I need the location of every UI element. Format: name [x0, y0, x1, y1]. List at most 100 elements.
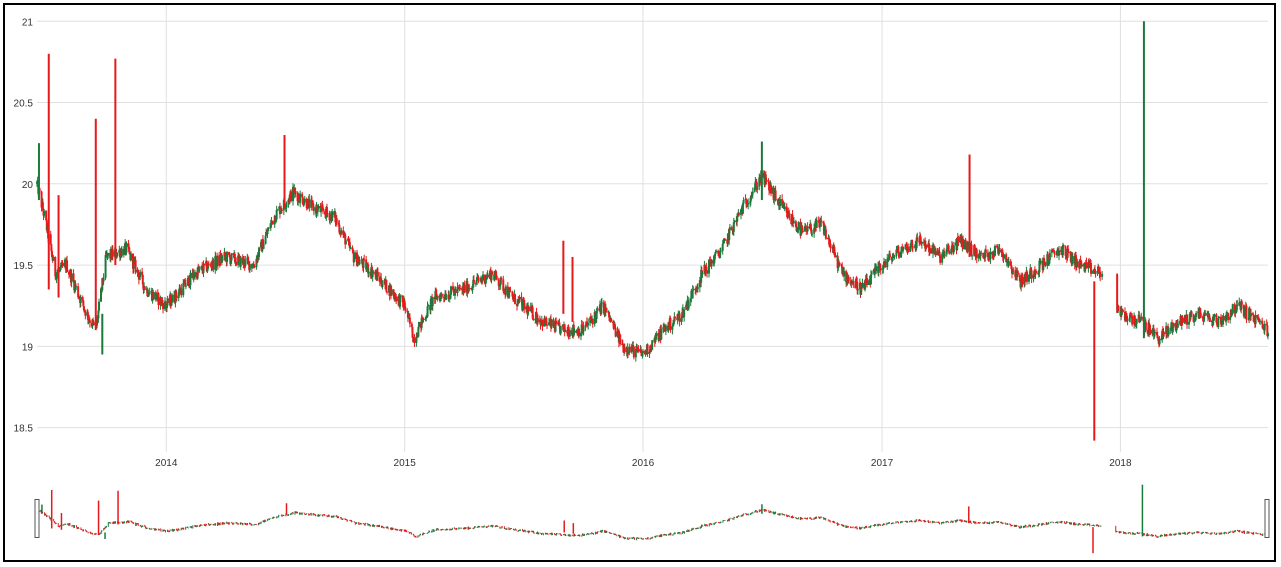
candle-body [1144, 321, 1147, 330]
candle-body [1257, 317, 1260, 320]
candle-body [864, 283, 867, 290]
candle-body [356, 261, 359, 267]
candle-body [1169, 328, 1172, 331]
candle-body [1238, 302, 1241, 305]
candle-body [101, 278, 104, 291]
candle-body [749, 196, 752, 202]
candle-body [483, 274, 486, 284]
candle-body [1243, 316, 1246, 318]
candle-body [595, 310, 598, 320]
candle-body [991, 251, 994, 255]
candle-body [92, 322, 95, 325]
candle-body [1235, 304, 1238, 312]
candle-body [672, 321, 675, 324]
candle-body [355, 252, 358, 267]
candle-body [442, 296, 445, 298]
candle-body [915, 237, 918, 248]
candle-body [897, 246, 900, 253]
candle-body [681, 312, 684, 319]
candle-body [380, 277, 383, 284]
candle-body [933, 249, 936, 253]
candle-body [939, 255, 942, 263]
candle-body [247, 260, 250, 262]
candle-body [979, 253, 982, 257]
candle-body [82, 300, 85, 307]
y-tick-label: 19.5 [14, 261, 34, 272]
candle-body [523, 299, 526, 310]
candle-body [1148, 322, 1151, 334]
candle-body [1126, 319, 1129, 321]
candle-body [1158, 338, 1161, 345]
candle-body [1225, 312, 1228, 317]
candle-body [1133, 315, 1136, 323]
candle-body [1153, 333, 1156, 336]
navigator[interactable] [34, 484, 1270, 554]
candle-body [1066, 248, 1069, 259]
candle-body [290, 191, 293, 202]
candle-body [362, 259, 365, 268]
candle-body [488, 273, 491, 278]
candle-body [520, 296, 523, 303]
candle-body [1227, 313, 1230, 321]
candle-body [741, 203, 744, 214]
candle-body [111, 249, 114, 257]
candle-body [723, 238, 726, 240]
candle-body [499, 277, 502, 285]
candle-body [1010, 265, 1013, 269]
candle-body [962, 238, 965, 250]
navigator-right-handle[interactable] [1264, 499, 1270, 538]
candle-body [1256, 315, 1259, 318]
candle-body [280, 210, 283, 212]
candle-body [1097, 266, 1100, 274]
candle-body [182, 283, 185, 285]
candle-body [649, 345, 652, 349]
navigator-left-handle[interactable] [34, 499, 40, 538]
candle-body [616, 331, 619, 337]
candle-body [554, 320, 557, 332]
candle-body [445, 298, 448, 300]
candle-body [973, 245, 976, 250]
spike-candle [57, 195, 60, 298]
candle-body [558, 322, 561, 327]
candle-body [404, 306, 407, 311]
candle-body [1138, 314, 1141, 322]
candle-body [1044, 262, 1047, 266]
candle-body [408, 314, 411, 318]
candle-body [630, 350, 633, 352]
candle-body [72, 273, 75, 282]
candle-body [632, 346, 635, 358]
candle-body [600, 302, 603, 315]
candle-body [1053, 251, 1056, 254]
candle-body [81, 297, 84, 301]
candle-body [736, 214, 739, 217]
candle-body [256, 254, 259, 262]
candle-body [439, 294, 442, 302]
candle-body [1216, 322, 1219, 326]
candle-body [970, 244, 973, 256]
spike-candle [94, 118, 97, 331]
candle-body [750, 196, 753, 198]
candle-body [1171, 322, 1174, 331]
candle-body [563, 324, 566, 332]
candle-body [792, 222, 795, 224]
candle-body [348, 242, 351, 249]
candle-body [125, 243, 128, 253]
candle-body [293, 188, 296, 195]
candle-body [800, 226, 803, 236]
candle-body [673, 316, 676, 322]
candle-body [1231, 304, 1234, 314]
candle-body [637, 348, 640, 352]
candle-body [911, 246, 914, 248]
candle-body [1236, 304, 1239, 306]
candle-body [282, 199, 285, 211]
candle-body [1048, 252, 1051, 260]
candle-body [322, 207, 325, 212]
candle-body [701, 271, 704, 275]
candle-body [61, 263, 64, 267]
spike-candle [968, 154, 971, 257]
candle-body [1230, 310, 1233, 316]
candle-body [274, 215, 277, 222]
candle-body [517, 299, 520, 301]
candle-body [425, 316, 428, 318]
candle-body [184, 285, 187, 287]
